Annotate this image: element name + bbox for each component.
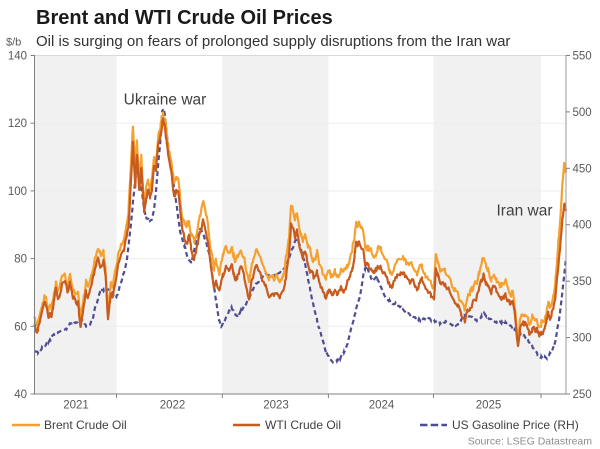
svg-text:80: 80 [14, 254, 27, 266]
svg-text:Source: LSEG Datastream: Source: LSEG Datastream [468, 436, 593, 448]
svg-text:140: 140 [8, 51, 27, 63]
svg-text:2021: 2021 [63, 400, 89, 412]
svg-text:Brent and WTI Crude Oil Prices: Brent and WTI Crude Oil Prices [36, 7, 333, 29]
svg-text:60: 60 [14, 321, 27, 333]
svg-text:2022: 2022 [160, 400, 186, 412]
svg-text:2023: 2023 [263, 400, 289, 412]
svg-text:400: 400 [573, 220, 592, 232]
svg-text:Ukraine war: Ukraine war [124, 92, 207, 109]
svg-text:300: 300 [573, 333, 592, 345]
svg-text:120: 120 [8, 118, 27, 130]
svg-text:Oil is surging on fears of pro: Oil is surging on fears of prolonged sup… [36, 33, 510, 50]
svg-text:WTI Crude Oil: WTI Crude Oil [265, 418, 341, 432]
svg-text:350: 350 [573, 276, 592, 288]
svg-text:$/b: $/b [6, 37, 21, 49]
svg-text:2024: 2024 [369, 400, 395, 412]
svg-text:450: 450 [573, 163, 592, 175]
svg-text:100: 100 [8, 186, 27, 198]
svg-text:250: 250 [573, 389, 592, 401]
svg-text:500: 500 [573, 107, 592, 119]
svg-text:US Gasoline Price (RH): US Gasoline Price (RH) [452, 418, 579, 432]
svg-text:Brent Crude Oil: Brent Crude Oil [44, 418, 127, 432]
svg-text:2025: 2025 [476, 400, 502, 412]
svg-text:40: 40 [14, 389, 27, 401]
svg-text:Iran war: Iran war [497, 203, 553, 220]
svg-text:550: 550 [573, 51, 592, 63]
